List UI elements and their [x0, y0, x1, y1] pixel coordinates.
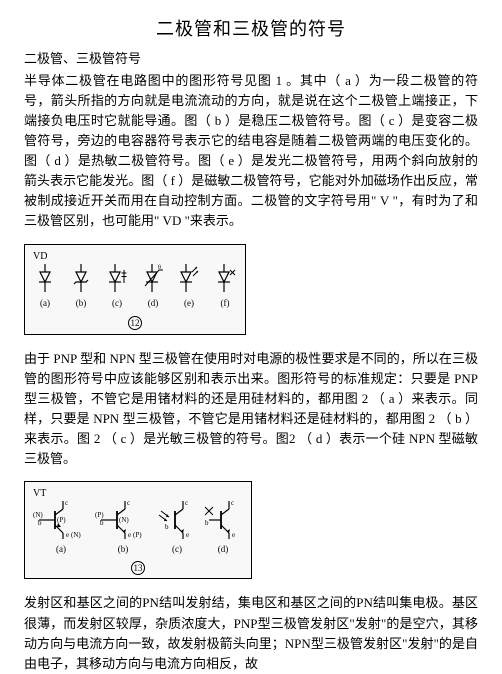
transistor-b-icon: c (P) b (N) e (P) — [93, 497, 153, 543]
diode-e-icon — [176, 262, 202, 296]
svg-text:b: b — [38, 519, 42, 527]
diode-e: (e) — [175, 262, 203, 311]
transistor-a-icon: c (N) b (P) e (N) — [31, 497, 91, 543]
diode-f-label: (f) — [221, 297, 230, 311]
diode-b-icon — [70, 262, 92, 296]
diode-c-label: (c) — [112, 297, 122, 311]
svg-text:e: e — [232, 531, 235, 539]
diode-c-icon — [105, 262, 129, 296]
transistor-c-icon: c b e — [155, 497, 199, 543]
diode-b-label: (b) — [76, 297, 87, 311]
paragraph-3: 发射区和基区之间的PN结叫发射结，集电区和基区之间的PN结叫集电极。基区很薄，而… — [24, 593, 478, 674]
page-title: 二极管和三极管的符号 — [24, 16, 478, 43]
transistor-d-label: (d) — [218, 543, 229, 557]
figure-2-number: 13 — [131, 561, 145, 575]
svg-text:b: b — [205, 519, 209, 527]
svg-text:(N): (N) — [33, 511, 43, 519]
transistor-a: c (N) b (P) e (N) (a) — [31, 497, 91, 557]
svg-text:c: c — [65, 499, 68, 507]
diode-f: (f) — [211, 262, 239, 311]
svg-text:(P): (P) — [133, 531, 142, 539]
diode-a: (a) — [31, 262, 59, 311]
figure-2-box: VT c (N) b (P) e (N) (a) c — [24, 481, 252, 579]
transistor-c: c b e (c) — [155, 497, 199, 557]
diode-d-icon: θ — [141, 262, 165, 296]
svg-text:e: e — [128, 531, 131, 539]
diode-e-label: (e) — [184, 297, 194, 311]
svg-text:c: c — [231, 499, 234, 507]
svg-text:(N): (N) — [71, 531, 81, 539]
svg-text:θ: θ — [158, 265, 161, 271]
figure-1-box: VD (a) (b) — [24, 244, 246, 335]
svg-text:(P): (P) — [95, 511, 104, 519]
figure-1-number: 12 — [128, 316, 142, 330]
svg-text:c: c — [127, 499, 130, 507]
svg-text:(P): (P) — [57, 516, 66, 524]
transistor-d-icon: c b e — [201, 497, 245, 543]
section-subtitle: 二极管、三极管符号 — [24, 49, 478, 69]
diode-f-icon — [213, 262, 237, 296]
svg-text:b: b — [100, 519, 104, 527]
transistor-a-label: (a) — [56, 543, 66, 557]
svg-text:e: e — [66, 531, 69, 539]
diode-d-label: (d) — [148, 297, 159, 311]
diode-row: (a) (b) (c) — [31, 262, 239, 311]
transistor-b: c (P) b (N) e (P) (b) — [93, 497, 153, 557]
svg-text:c: c — [185, 499, 188, 507]
diode-a-icon — [34, 262, 56, 296]
transistor-c-label: (c) — [172, 543, 182, 557]
paragraph-1: 半导体二极管在电路图中的图形符号见图 1 。其中（ a ）为一段二极管的符号，箭… — [24, 71, 478, 232]
diode-b: (b) — [67, 262, 95, 311]
transistor-b-label: (b) — [118, 543, 129, 557]
paragraph-2: 由于 PNP 型和 NPN 型三极管在使用时对电源的极性要求是不同的，所以在三极… — [24, 349, 478, 470]
transistor-row: c (N) b (P) e (N) (a) c — [31, 497, 245, 557]
svg-text:e: e — [186, 531, 189, 539]
svg-text:b: b — [165, 523, 169, 531]
diode-d: θ (d) — [139, 262, 167, 311]
svg-text:(N): (N) — [119, 516, 129, 524]
transistor-d: c b e (d) — [201, 497, 245, 557]
diode-c: (c) — [103, 262, 131, 311]
diode-a-label: (a) — [40, 297, 50, 311]
